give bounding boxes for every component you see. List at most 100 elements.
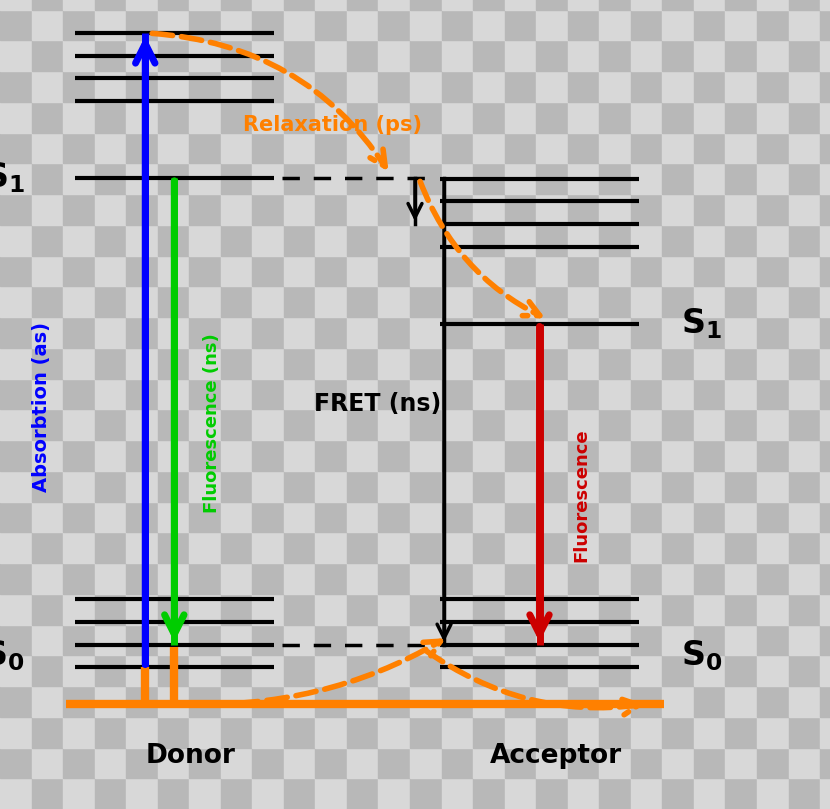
Bar <box>757 163 788 194</box>
Bar <box>158 409 189 440</box>
Bar <box>189 594 221 625</box>
Bar <box>757 440 788 471</box>
Bar <box>347 594 378 625</box>
Bar <box>378 317 410 348</box>
Bar <box>599 471 631 502</box>
Bar <box>347 379 378 409</box>
Bar <box>631 225 662 256</box>
Bar <box>63 778 95 809</box>
Bar <box>0 40 32 71</box>
Bar <box>221 286 252 317</box>
Bar <box>189 748 221 778</box>
Bar <box>757 133 788 163</box>
Bar <box>599 686 631 717</box>
Bar <box>315 717 347 748</box>
Bar <box>410 286 442 317</box>
Bar <box>631 348 662 379</box>
Bar <box>662 225 694 256</box>
Bar <box>378 194 410 225</box>
Bar <box>410 348 442 379</box>
Text: $\mathbf{S_1}$: $\mathbf{S_1}$ <box>681 307 722 341</box>
Bar <box>315 409 347 440</box>
Bar <box>378 625 410 655</box>
Bar <box>410 194 442 225</box>
Bar <box>252 717 284 748</box>
Bar <box>347 563 378 594</box>
Bar <box>757 256 788 286</box>
Bar <box>158 778 189 809</box>
Bar <box>536 409 568 440</box>
Bar <box>126 778 158 809</box>
Bar <box>505 625 536 655</box>
Bar <box>221 594 252 625</box>
Bar <box>32 10 63 40</box>
Bar <box>442 778 473 809</box>
Bar <box>820 655 830 686</box>
Bar <box>820 625 830 655</box>
Bar <box>505 532 536 563</box>
Bar <box>568 440 599 471</box>
Bar <box>63 317 95 348</box>
Bar <box>442 348 473 379</box>
Bar <box>189 133 221 163</box>
Bar <box>32 778 63 809</box>
Bar <box>757 40 788 71</box>
Bar <box>32 440 63 471</box>
Bar <box>757 471 788 502</box>
Bar <box>694 409 725 440</box>
Bar <box>347 686 378 717</box>
Bar <box>820 256 830 286</box>
Bar <box>347 625 378 655</box>
Bar <box>505 655 536 686</box>
Bar <box>631 532 662 563</box>
Bar <box>32 625 63 655</box>
Bar <box>158 748 189 778</box>
Bar <box>221 10 252 40</box>
Bar <box>788 102 820 133</box>
Bar <box>568 625 599 655</box>
Bar <box>505 778 536 809</box>
Bar <box>662 563 694 594</box>
Bar <box>315 10 347 40</box>
Bar <box>599 40 631 71</box>
Bar <box>410 10 442 40</box>
Bar <box>631 563 662 594</box>
Bar <box>442 717 473 748</box>
Bar <box>189 532 221 563</box>
Bar <box>315 256 347 286</box>
Bar <box>0 348 32 379</box>
Bar <box>315 194 347 225</box>
Bar <box>126 502 158 532</box>
Bar <box>725 440 757 471</box>
Bar <box>252 379 284 409</box>
Text: $\mathbf{S_1}$: $\mathbf{S_1}$ <box>0 161 25 195</box>
Bar <box>410 778 442 809</box>
Bar <box>536 102 568 133</box>
Bar <box>442 256 473 286</box>
Bar <box>725 194 757 225</box>
Bar <box>347 471 378 502</box>
Bar <box>221 625 252 655</box>
Bar <box>694 778 725 809</box>
Bar <box>505 563 536 594</box>
Bar <box>158 440 189 471</box>
Bar <box>631 102 662 133</box>
Bar <box>662 102 694 133</box>
Text: Fluorescence (ns): Fluorescence (ns) <box>203 332 221 513</box>
Bar <box>284 532 315 563</box>
Bar <box>189 194 221 225</box>
Bar <box>788 0 820 10</box>
Bar <box>568 40 599 71</box>
Bar <box>63 409 95 440</box>
Bar <box>631 655 662 686</box>
Bar <box>347 348 378 379</box>
Bar <box>788 317 820 348</box>
Bar <box>189 348 221 379</box>
Bar <box>788 748 820 778</box>
Bar <box>599 133 631 163</box>
Bar <box>221 133 252 163</box>
Bar <box>473 256 505 286</box>
Bar <box>284 655 315 686</box>
Bar <box>126 532 158 563</box>
Bar <box>315 686 347 717</box>
